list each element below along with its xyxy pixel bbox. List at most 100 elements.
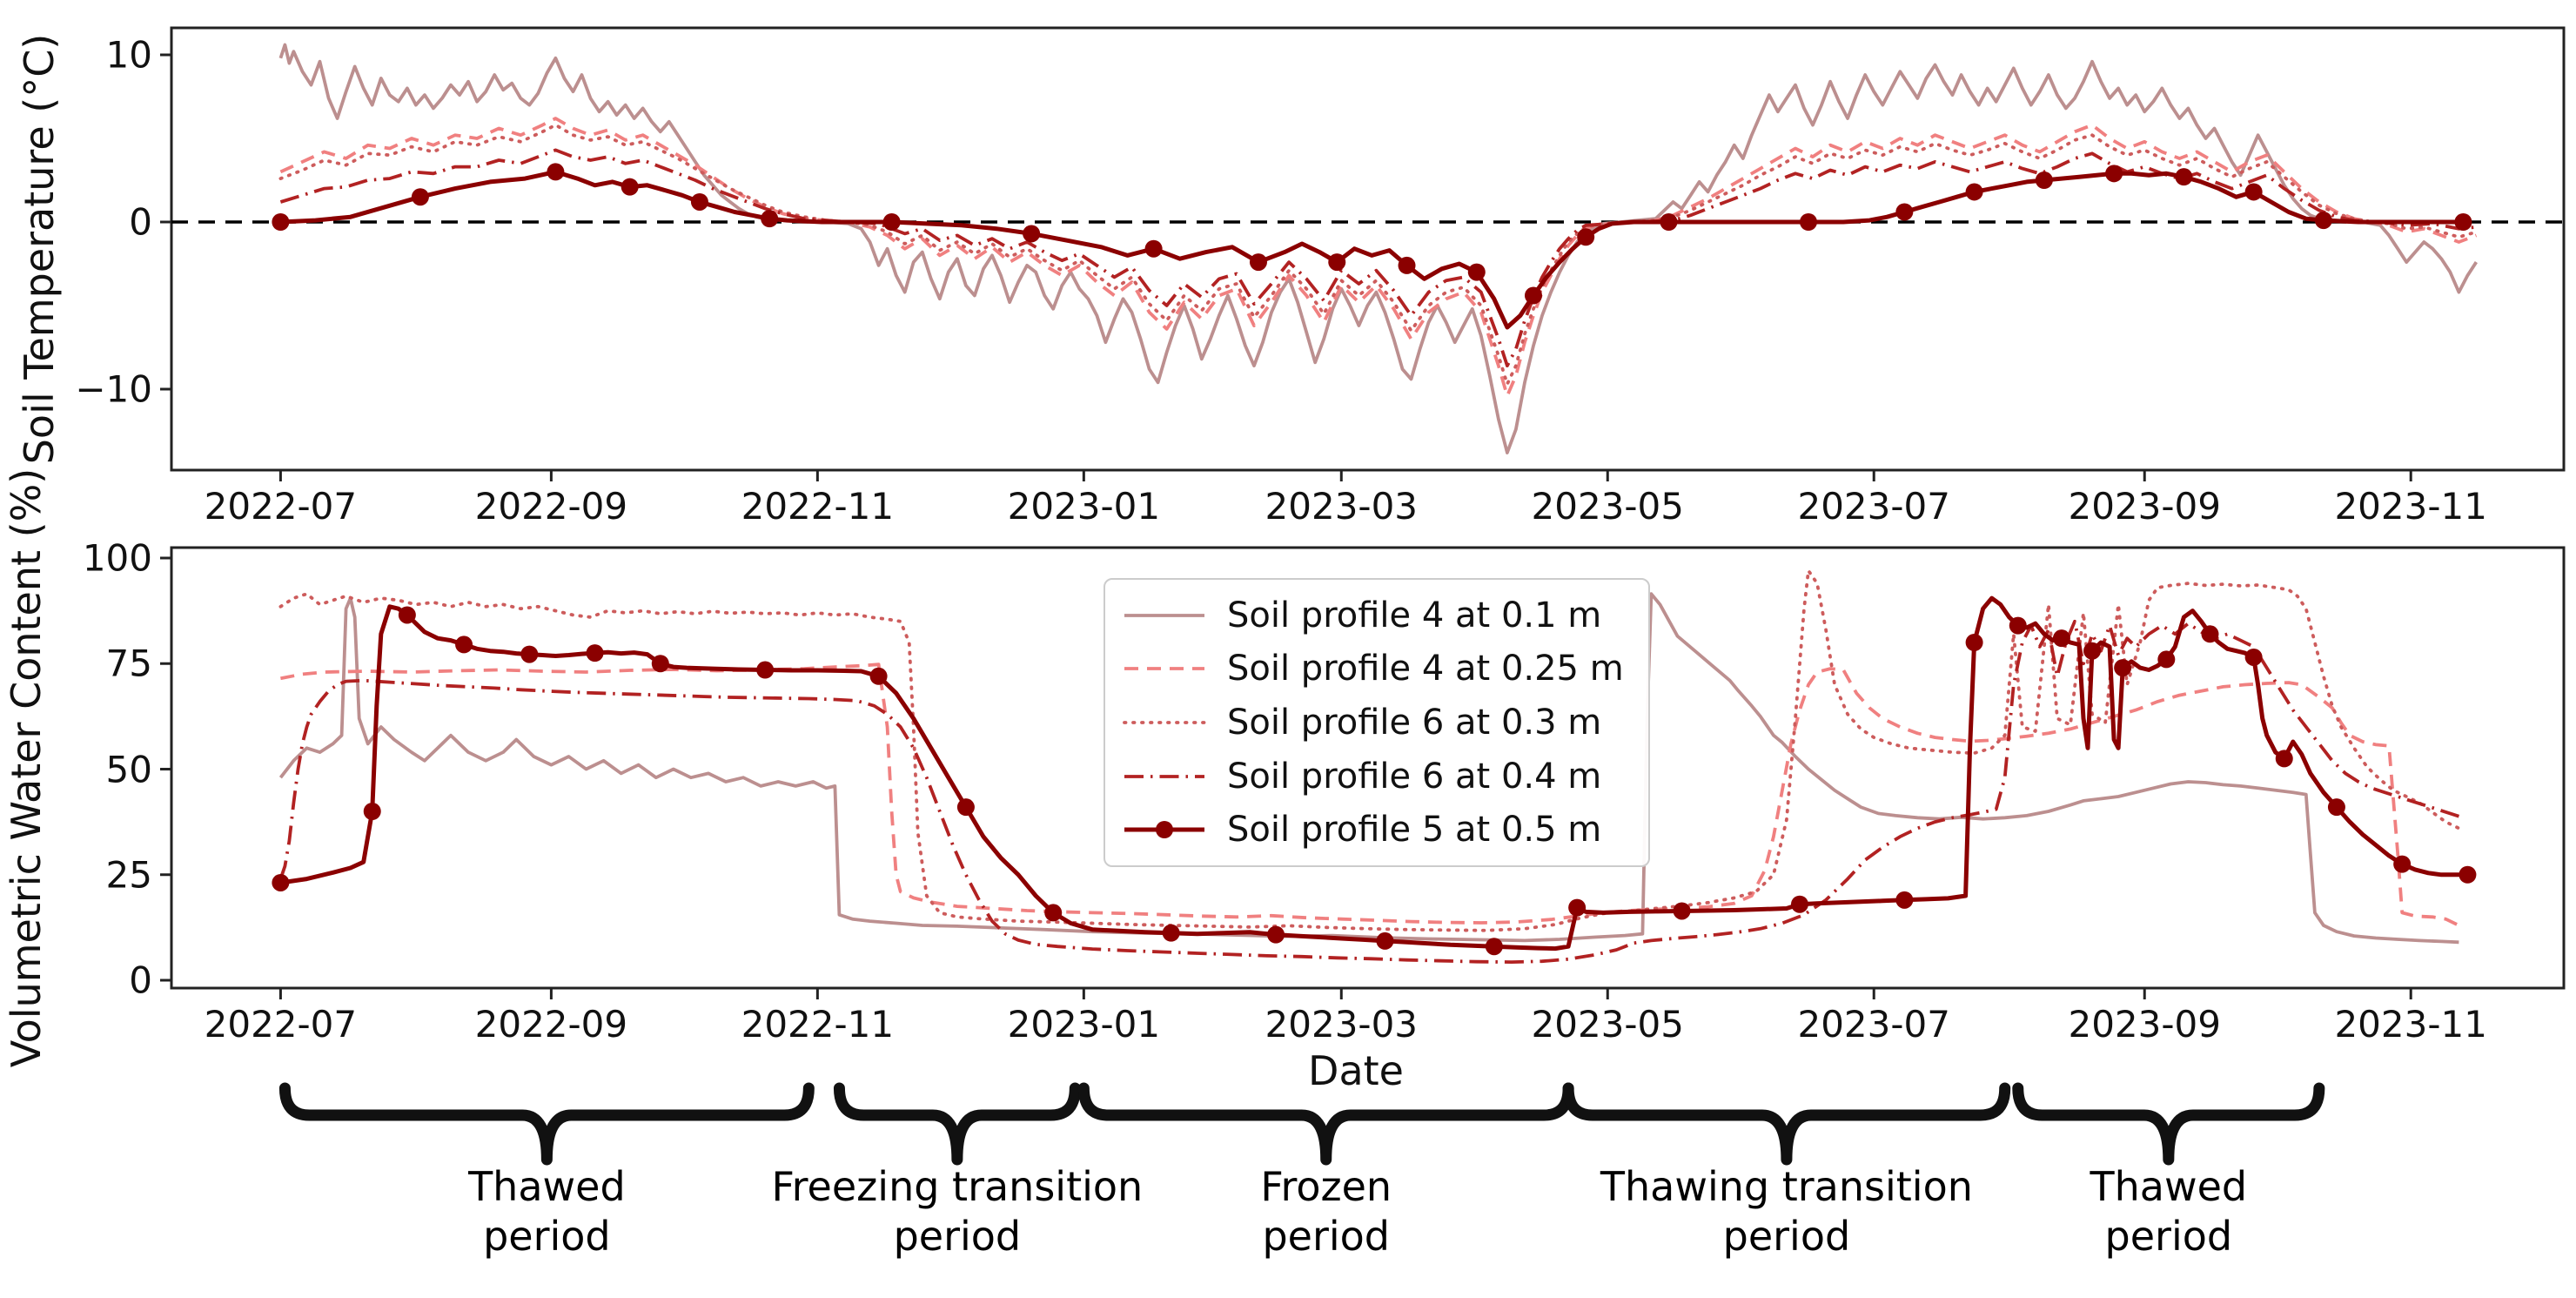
volumetric-water-content-panel-x-tick-label: 2023-01 [1007,1003,1161,1046]
series-line-soil-profile-5-at-0-5-m [280,169,2464,330]
series-line-soil-profile-4-at-0-1-m [278,43,2478,454]
series-marker [869,667,888,685]
soil-temperature-panel-y-tick-label: 10 [105,33,152,77]
soil-temperature-panel-x-tick-label: 2023-01 [1007,485,1161,528]
series-marker [2314,212,2332,230]
series-marker [272,213,290,231]
series-marker [411,188,429,206]
volumetric-water-content-panel-y-tick-label: 0 [129,958,152,1002]
legend-marker-icon [1156,821,1173,839]
series-marker [1673,902,1691,920]
legend-solid-line-icon [1124,613,1204,617]
series-marker [455,636,473,654]
legend-item: Soil profile 6 at 0.4 m [1121,750,1633,803]
period-label: Freezing transition period [771,1163,1144,1260]
series-marker [1162,924,1180,942]
series-marker [2327,798,2345,817]
series-marker [2114,659,2132,677]
series-marker [2035,171,2053,189]
legend-solid-line-icon [1124,821,1204,839]
series-marker [2244,648,2263,666]
legend-item-label: Soil profile 4 at 0.25 m [1227,649,1624,689]
legend-dashdot-line-icon [1124,774,1204,778]
series-marker [2275,750,2293,768]
legend-item-label: Soil profile 5 at 0.5 m [1227,810,1602,851]
series-marker [2157,650,2176,669]
soil-temperature-panel-x-tick-label: 2022-11 [741,485,895,528]
series-marker [547,163,565,181]
series-marker [1568,898,1587,917]
series-marker [1577,228,1595,246]
soil-temperature-panel-x-tick-label: 2022-07 [204,485,358,528]
soil-temperature-panel-x-tick-label: 2023-05 [1531,485,1685,528]
series-marker [586,644,604,662]
soil-temperature-panel-x-tick-label: 2023-11 [2334,485,2487,528]
series-marker [2201,625,2219,643]
series-marker [2244,183,2263,201]
top-y-axis-title: Soil Temperature (°C) [16,33,63,465]
volumetric-water-content-panel-x-tick-label: 2022-09 [474,1003,628,1046]
volumetric-water-content-panel-x-tick-label: 2023-07 [1797,1003,1950,1046]
series-marker [1965,183,1983,201]
series-marker [1044,904,1063,922]
volumetric-water-content-panel-y-tick-label: 100 [82,536,152,580]
soil-temperature-panel-frame [170,26,2566,472]
series-marker [1965,634,1983,651]
legend-item-label: Soil profile 6 at 0.3 m [1227,702,1602,743]
series-marker [756,661,775,679]
series-marker [882,213,901,231]
volumetric-water-content-panel-y-tick-label: 25 [105,853,152,897]
volumetric-water-content-panel-x-tick-label: 2023-11 [2334,1003,2487,1046]
series-line-soil-profile-4-at-0-1-m [278,592,2459,945]
series-marker [761,210,779,228]
series-marker [1023,225,1041,243]
series-marker [2009,616,2027,635]
period-brace [1562,1082,2011,1166]
series-marker [2083,642,2102,660]
legend-item: Soil profile 4 at 0.25 m [1121,642,1633,695]
period-brace [833,1082,1081,1166]
series-marker [272,873,290,891]
series-marker [1790,895,1808,913]
period-brace [1077,1082,1574,1166]
series-marker [1328,253,1346,272]
series-marker [363,803,381,820]
series-marker [2393,855,2412,873]
series-marker [1485,938,1503,956]
series-line-soil-profile-4-at-0-25-m [280,662,2460,927]
soil-temperature-panel-x-tick-label: 2023-03 [1265,485,1419,528]
legend-item-label: Soil profile 6 at 0.4 m [1227,756,1602,797]
series-marker [1895,203,1914,221]
legend-dashed-line-icon [1124,667,1204,671]
period-label: Frozen period [1260,1163,1392,1260]
series-marker [1267,925,1285,944]
volumetric-water-content-panel-x-tick-label: 2022-07 [204,1003,358,1046]
soil-temperature-panel-x-tick-label: 2023-09 [2068,485,2221,528]
bottom-y-axis-title: Volumetric Water Content (%) [3,467,50,1068]
series-marker [2105,165,2123,183]
series-marker [1144,239,1163,258]
series-marker [2175,168,2193,186]
series-marker [1660,213,1678,231]
legend-item: Soil profile 5 at 0.5 m [1121,804,1633,856]
series-marker [651,655,669,673]
series-marker [621,178,639,196]
series-marker [520,645,539,663]
series-marker [398,606,416,624]
series-marker [1895,891,1914,909]
soil-temperature-panel-x-tick-label: 2022-09 [474,485,628,528]
soil-temperature-panel-x-tick-label: 2023-07 [1797,485,1950,528]
legend-item: Soil profile 4 at 0.1 m [1121,589,1633,642]
series-line-soil-profile-4-at-0-25-m [279,117,2478,398]
period-label: Thawed period [2090,1163,2248,1260]
volumetric-water-content-panel-y-tick-label: 75 [105,642,152,685]
series-marker [2459,865,2477,884]
volumetric-water-content-panel-x-tick-label: 2023-09 [2068,1003,2221,1046]
series-marker [2052,629,2070,648]
legend-item: Soil profile 6 at 0.3 m [1121,696,1633,749]
series-marker [1524,286,1542,305]
period-brace [2012,1082,2325,1166]
x-axis-title: Date [1308,1047,1404,1094]
period-label: Thawed period [468,1163,626,1260]
